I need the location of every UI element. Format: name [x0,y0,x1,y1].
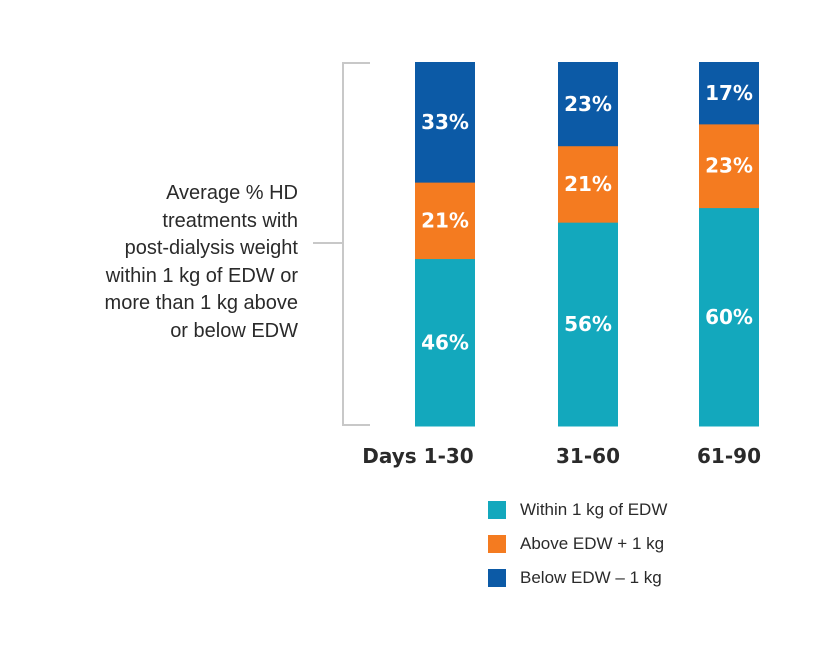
y-bracket [342,62,370,426]
bar-segment-above-61-90 [699,123,759,209]
bar-segment-above-31-60 [558,145,618,223]
y-axis-label-line: within 1 kg of EDW or [105,264,298,287]
legend-swatch-above [488,535,506,553]
legend-swatch-within [488,501,506,519]
data-label-below-31-60: 23% [564,92,612,116]
bar-segment-below-31-60 [558,62,618,147]
data-label-above-61-90: 23% [705,154,753,178]
bar-segment-within-31-60 [558,222,618,427]
y-axis-label-line: post-dialysis weight [124,237,298,259]
y-axis-label-line: treatments with [162,209,298,232]
y-axis-label-line: or below EDW [170,319,298,342]
legend-label-below: Below EDW – 1 kg [520,568,662,587]
data-label-below-61-90: 17% [705,81,753,105]
y-axis-label-line: Average % HD [166,182,298,204]
bar-segment-below-days-1-30 [415,62,475,183]
data-label-within-31-60: 56% [564,312,612,336]
x-tick-label-days-1-30: Days 1-30 [362,444,473,468]
legend-item-within: Within 1 kg of EDW [488,498,667,522]
bars-group: 46% 21% 33% Days 1-30 56% 21% 23% 31-60 60% 23% 17… [362,62,761,468]
x-tick-label-31-60: 31-60 [556,444,620,468]
legend-item-above: Above EDW + 1 kg [488,532,667,556]
x-tick-label-61-90: 61-90 [697,444,761,468]
bar-segment-above-days-1-30 [415,182,475,260]
legend: Within 1 kg of EDW Above EDW + 1 kg Belo… [488,498,667,600]
legend-label-within: Within 1 kg of EDW [520,500,668,519]
data-label-above-days-1-30: 21% [421,208,469,232]
data-label-above-31-60: 21% [564,172,612,196]
bar-segment-within-days-1-30 [415,258,475,427]
legend-swatch-below [488,569,506,587]
y-axis-label: Average % HD treatments with post-dialys… [40,180,298,345]
data-label-within-61-90: 60% [705,305,753,329]
legend-item-below: Below EDW – 1 kg [488,566,667,590]
data-label-below-days-1-30: 33% [421,110,469,134]
bar-segment-below-61-90 [699,62,759,125]
data-label-within-days-1-30: 46% [421,330,469,354]
y-axis-label-line: more than 1 kg above [104,292,298,314]
bar-segment-within-61-90 [699,207,759,427]
legend-label-above: Above EDW + 1 kg [520,534,665,553]
